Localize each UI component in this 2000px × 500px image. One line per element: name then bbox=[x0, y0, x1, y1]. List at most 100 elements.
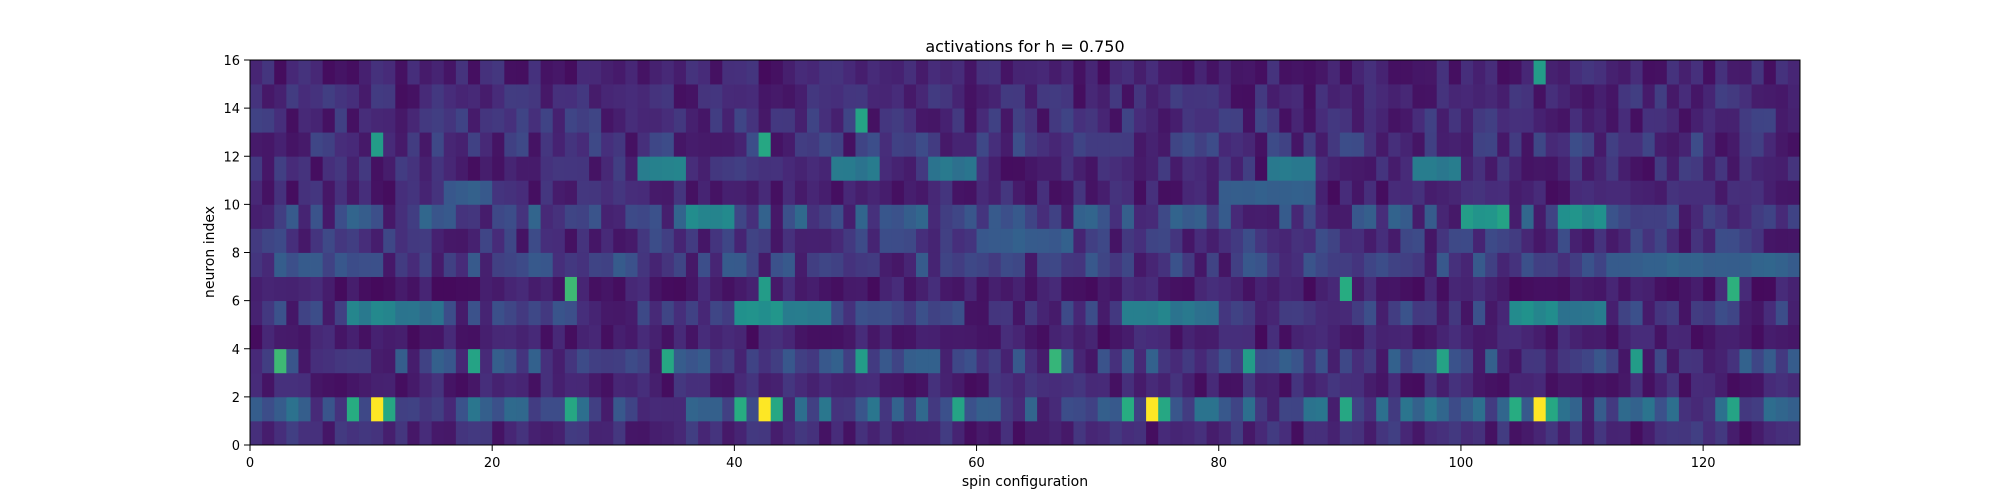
heatmap-cell bbox=[358, 276, 372, 302]
heatmap-cell bbox=[1364, 396, 1377, 422]
heatmap-cell bbox=[1158, 108, 1171, 133]
heatmap-cell bbox=[855, 132, 868, 157]
heatmap-cell bbox=[552, 252, 566, 277]
heatmap-cell bbox=[1206, 156, 1220, 181]
heatmap-cell bbox=[1787, 396, 1801, 422]
heatmap-cell bbox=[794, 204, 808, 229]
heatmap-cell bbox=[1061, 396, 1074, 422]
heatmap-cell bbox=[698, 276, 711, 302]
heatmap-cell bbox=[1073, 204, 1086, 229]
heatmap-cell bbox=[613, 60, 626, 85]
heatmap-cell bbox=[855, 180, 868, 205]
heatmap-cell bbox=[322, 108, 336, 133]
heatmap-cell bbox=[770, 204, 784, 229]
heatmap-cell bbox=[1400, 204, 1413, 229]
heatmap-cell bbox=[1085, 420, 1099, 446]
heatmap-cell bbox=[734, 204, 747, 229]
heatmap-cell bbox=[1376, 180, 1389, 205]
heatmap-cell bbox=[625, 372, 638, 398]
heatmap-cell bbox=[625, 204, 638, 229]
heatmap-cell bbox=[1388, 132, 1401, 157]
heatmap-cell bbox=[952, 420, 965, 446]
heatmap-cell bbox=[1606, 252, 1619, 277]
heatmap-cell bbox=[443, 324, 457, 350]
heatmap-cell bbox=[879, 372, 893, 398]
heatmap-cell bbox=[1497, 300, 1510, 326]
heatmap-cell bbox=[1533, 300, 1547, 326]
heatmap-cell bbox=[1000, 324, 1014, 350]
heatmap-cell bbox=[831, 300, 844, 326]
heatmap-cell bbox=[1376, 156, 1389, 181]
heatmap-cell bbox=[1654, 60, 1668, 85]
heatmap-cell bbox=[480, 396, 493, 422]
heatmap-cell bbox=[1206, 180, 1220, 205]
heatmap-cell bbox=[1158, 276, 1171, 302]
heatmap-cell bbox=[274, 228, 287, 253]
heatmap-cell bbox=[782, 108, 796, 133]
heatmap-cell bbox=[1460, 84, 1474, 109]
heatmap-cell bbox=[1412, 396, 1426, 422]
heatmap-cell bbox=[492, 84, 505, 109]
heatmap-cell bbox=[794, 324, 808, 350]
heatmap-cell bbox=[1182, 420, 1195, 446]
heatmap-cell bbox=[1146, 396, 1159, 422]
heatmap-cell bbox=[1666, 396, 1680, 422]
heatmap-cell bbox=[1351, 108, 1365, 133]
heatmap-cell bbox=[407, 132, 420, 157]
heatmap-cell bbox=[480, 228, 493, 253]
heatmap-cell bbox=[419, 84, 433, 109]
heatmap-cell bbox=[1073, 348, 1086, 374]
heatmap-cell bbox=[564, 372, 578, 398]
heatmap-cell bbox=[1364, 156, 1377, 181]
heatmap-cell bbox=[1133, 132, 1147, 157]
heatmap-cell bbox=[383, 204, 396, 229]
heatmap-cell bbox=[637, 156, 651, 181]
heatmap-cell bbox=[1618, 228, 1631, 253]
heatmap-cell bbox=[1121, 324, 1135, 350]
heatmap-cell bbox=[504, 180, 517, 205]
heatmap-cell bbox=[1436, 132, 1450, 157]
heatmap-cell bbox=[1182, 132, 1195, 157]
heatmap-cell bbox=[1691, 396, 1704, 422]
x-tick-label: 60 bbox=[968, 456, 985, 471]
heatmap-cell bbox=[286, 204, 299, 229]
heatmap-cell bbox=[1194, 324, 1208, 350]
heatmap-cell bbox=[891, 372, 905, 398]
heatmap-cell bbox=[673, 108, 687, 133]
heatmap-cell bbox=[1303, 348, 1317, 374]
heatmap-cell bbox=[1012, 276, 1026, 302]
heatmap-cell bbox=[879, 108, 893, 133]
heatmap-cell bbox=[976, 324, 990, 350]
heatmap-cell bbox=[855, 228, 868, 253]
heatmap-cell bbox=[685, 396, 699, 422]
heatmap-cell bbox=[1085, 228, 1099, 253]
heatmap-cell bbox=[1775, 60, 1789, 85]
heatmap-cell bbox=[964, 300, 977, 326]
heatmap-cell bbox=[504, 324, 517, 350]
heatmap-cell bbox=[334, 324, 348, 350]
heatmap-cell bbox=[976, 300, 990, 326]
heatmap-cell bbox=[928, 276, 941, 302]
heatmap-cell bbox=[782, 84, 796, 109]
heatmap-cell bbox=[685, 156, 699, 181]
heatmap-cell bbox=[1255, 228, 1268, 253]
heatmap-cell bbox=[419, 252, 433, 277]
heatmap-cell bbox=[274, 348, 287, 374]
heatmap-cell bbox=[1557, 156, 1571, 181]
heatmap-cell bbox=[649, 108, 663, 133]
heatmap-cell bbox=[298, 252, 311, 277]
heatmap-cell bbox=[1267, 324, 1280, 350]
heatmap-cell bbox=[625, 252, 638, 277]
heatmap-cell bbox=[504, 420, 517, 446]
heatmap-cell bbox=[1049, 180, 1062, 205]
heatmap-cell bbox=[1424, 324, 1438, 350]
heatmap-cell bbox=[1097, 180, 1111, 205]
heatmap-cell bbox=[988, 228, 1002, 253]
heatmap-cell bbox=[1061, 372, 1074, 398]
heatmap-cell bbox=[770, 228, 784, 253]
heatmap-cell bbox=[1133, 252, 1147, 277]
heatmap-cell bbox=[1412, 372, 1426, 398]
heatmap-cell bbox=[1763, 324, 1777, 350]
heatmap-cell bbox=[1351, 324, 1365, 350]
heatmap-cell bbox=[613, 108, 626, 133]
